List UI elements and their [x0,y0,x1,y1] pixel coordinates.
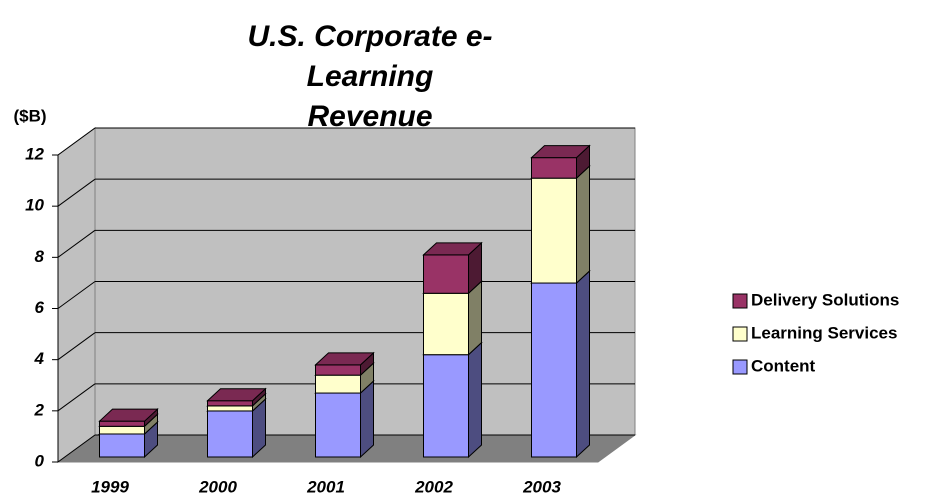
bar-side [576,164,590,285]
chart-title: Revenue [307,100,432,133]
chart-title: Learning [307,60,434,93]
bar-top [422,242,483,256]
grid-line [57,281,96,309]
legend-label: Learning Services [751,323,897,342]
grid-line [57,434,96,463]
bar [422,241,483,295]
grid-line [57,332,96,361]
bar [422,341,483,459]
y-tick-label: 6 [35,298,45,317]
bar-side [468,341,482,459]
grid-line [57,127,96,156]
bar-front [531,177,577,284]
y-axis-label: ($B) [13,106,46,125]
y-tick-label: 10 [25,196,44,215]
grid-line [57,383,96,412]
bar [530,269,591,459]
bar-front [207,400,253,407]
y-tick-label: 12 [25,144,44,163]
bar [98,408,159,428]
bar-front [423,354,469,458]
bar-front [315,392,361,458]
bar-front [207,405,253,412]
bar [530,144,591,180]
legend-label: Delivery Solutions [751,290,899,309]
grid-line [57,178,96,207]
x-tick-label: 2001 [306,477,345,496]
grid-line [57,229,96,258]
bar-front [207,410,253,458]
bar [314,351,375,377]
bar-side [360,379,374,459]
bar-side [576,269,590,459]
y-tick-label: 2 [34,400,45,419]
x-tick-label: 2003 [522,477,561,496]
bar [206,387,267,407]
bar-front [99,420,145,427]
bar-front [423,254,469,294]
bar-side [468,280,482,356]
bar-front [99,425,145,435]
chart-title: U.S. Corporate e- [247,20,492,53]
bar-front [99,433,145,458]
y-tick-label: 8 [35,247,45,266]
bar-top [530,145,591,159]
bar [530,164,591,285]
bar-top [206,388,267,402]
bar-front [531,282,577,458]
bar-top [98,408,159,422]
bar-top [314,352,375,366]
y-tick-label: 4 [34,349,45,368]
bar-front [315,374,361,394]
y-tick-label: 0 [35,451,45,470]
legend-swatch [732,326,748,342]
bar-front [531,157,577,179]
x-tick-label: 2002 [414,477,453,496]
bar-front [423,292,469,356]
legend-swatch [732,293,748,309]
legend-swatch [732,359,748,375]
legend-label: Content [751,356,816,375]
x-tick-label: 1999 [91,477,129,496]
x-tick-label: 2000 [198,477,237,496]
bar-front [315,364,361,376]
